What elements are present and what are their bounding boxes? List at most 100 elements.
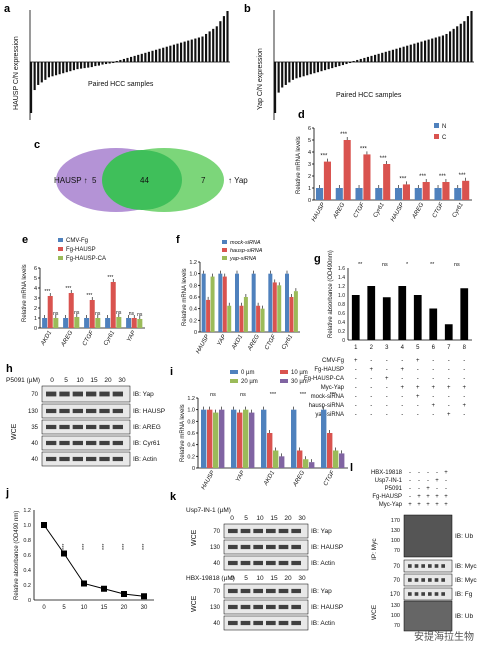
blot-band: [421, 564, 425, 568]
bar: [279, 456, 285, 468]
blot-band: [228, 588, 238, 594]
x-tick-label: YAP: [126, 330, 137, 343]
sig-label: ***: [419, 174, 427, 180]
y-tick-label: 1.6: [338, 266, 345, 272]
condition-sign: -: [463, 358, 465, 364]
legend-label: 0 µm: [241, 370, 254, 376]
mw-marker: 40: [213, 621, 220, 627]
waterfall-bar: [97, 62, 100, 66]
blot-band: [112, 424, 123, 430]
waterfall-bar: [44, 62, 47, 80]
condition-sign: -: [355, 367, 357, 373]
bar: [321, 409, 327, 468]
waterfall-bar: [384, 51, 387, 62]
waterfall-bar: [420, 41, 423, 62]
bar: [89, 300, 95, 328]
waterfall-bar: [65, 62, 68, 73]
condition-sign: -: [418, 486, 420, 492]
venn-right-count: 7: [201, 176, 206, 185]
mw-marker: 130: [210, 545, 221, 551]
blot-band: [266, 620, 276, 626]
waterfall-bar: [356, 59, 359, 62]
waterfall-bar: [165, 46, 168, 62]
legend-label: hausp-siRNA: [230, 248, 263, 254]
blot-label: IB: Myc: [455, 577, 477, 584]
bar: [213, 412, 219, 468]
y-tick-label: 0.8: [187, 419, 195, 425]
x-tick-label: AREG: [60, 330, 74, 349]
waterfall-bar: [441, 35, 444, 62]
sig-label: ns: [95, 311, 101, 317]
condition-sign: -: [432, 394, 434, 400]
blot-band: [240, 588, 251, 594]
y-tick-label: 4: [308, 150, 311, 156]
mw-marker: 70: [394, 623, 400, 629]
bar: [237, 412, 243, 468]
treatment-label: P5091 (µM): [6, 377, 40, 384]
mw-marker: 40: [31, 457, 38, 463]
condition-sign: -: [355, 412, 357, 418]
blot-band: [428, 578, 432, 582]
y-tick-label: 0.8: [23, 538, 31, 544]
blot-band: [59, 424, 70, 430]
waterfall-bar: [470, 11, 473, 62]
waterfall-bar: [197, 37, 200, 62]
waterfall-bar: [395, 48, 398, 62]
condition-label: yap-siRNA: [315, 412, 344, 418]
dose-label: 5: [64, 377, 68, 384]
waterfall-bar: [108, 62, 111, 64]
x-tick-label: 4: [401, 345, 405, 351]
condition-sign: +: [462, 403, 466, 409]
blot-band: [253, 588, 263, 594]
blot-band: [266, 560, 276, 566]
condition-sign: +: [417, 494, 421, 500]
waterfall-bar: [456, 26, 459, 62]
blot-band: [72, 408, 83, 414]
blot-band: [99, 424, 110, 430]
sig-label: ***: [86, 293, 92, 299]
blot-band: [278, 604, 289, 610]
wce-label: WCE: [191, 529, 198, 546]
waterfall-bar: [155, 49, 158, 62]
mw-marker: 70: [213, 589, 220, 595]
condition-sign: +: [369, 367, 373, 373]
condition-sign: -: [386, 412, 388, 418]
waterfall-bar: [338, 62, 341, 67]
sig-label: ***: [380, 156, 388, 162]
condition-sign: -: [445, 486, 447, 492]
blot-band: [428, 592, 432, 596]
blot-band: [228, 604, 238, 610]
waterfall-bar: [459, 23, 462, 62]
y-axis-label: Relative mRNA levels: [182, 268, 188, 326]
bar: [126, 318, 132, 328]
blot-label: IB: Cyr61: [133, 440, 160, 447]
blot-strip: [403, 514, 453, 558]
y-tick-label: 0.4: [187, 443, 195, 449]
blot-label: IB: HAUSP: [311, 544, 343, 551]
condition-sign: -: [448, 376, 450, 382]
blot-band: [266, 588, 276, 594]
waterfall-bar: [58, 62, 61, 75]
dose-label: 0: [50, 377, 54, 384]
waterfall-bar: [33, 62, 36, 91]
legend-swatch: [222, 248, 227, 252]
sig-label: ns: [74, 310, 80, 316]
sig-label: ns: [137, 312, 143, 318]
condition-sign: -: [432, 358, 434, 364]
x-tick-label: 6: [432, 345, 436, 351]
panel-letter-a: a: [4, 3, 11, 15]
waterfall-bar: [137, 54, 140, 62]
legend-swatch: [280, 370, 288, 374]
waterfall-bar: [105, 62, 108, 65]
legend-label: 30 µm: [291, 379, 308, 385]
y-tick-label: 5: [34, 276, 37, 282]
waterfall-bar: [309, 62, 312, 75]
x-tick-label: 3: [385, 345, 389, 351]
bar: [53, 318, 59, 328]
bar: [293, 291, 298, 332]
bar: [105, 318, 111, 328]
bar: [63, 318, 69, 328]
sig-label: ns: [116, 310, 122, 316]
waterfall-bar: [47, 62, 50, 78]
blot-band: [86, 456, 97, 462]
